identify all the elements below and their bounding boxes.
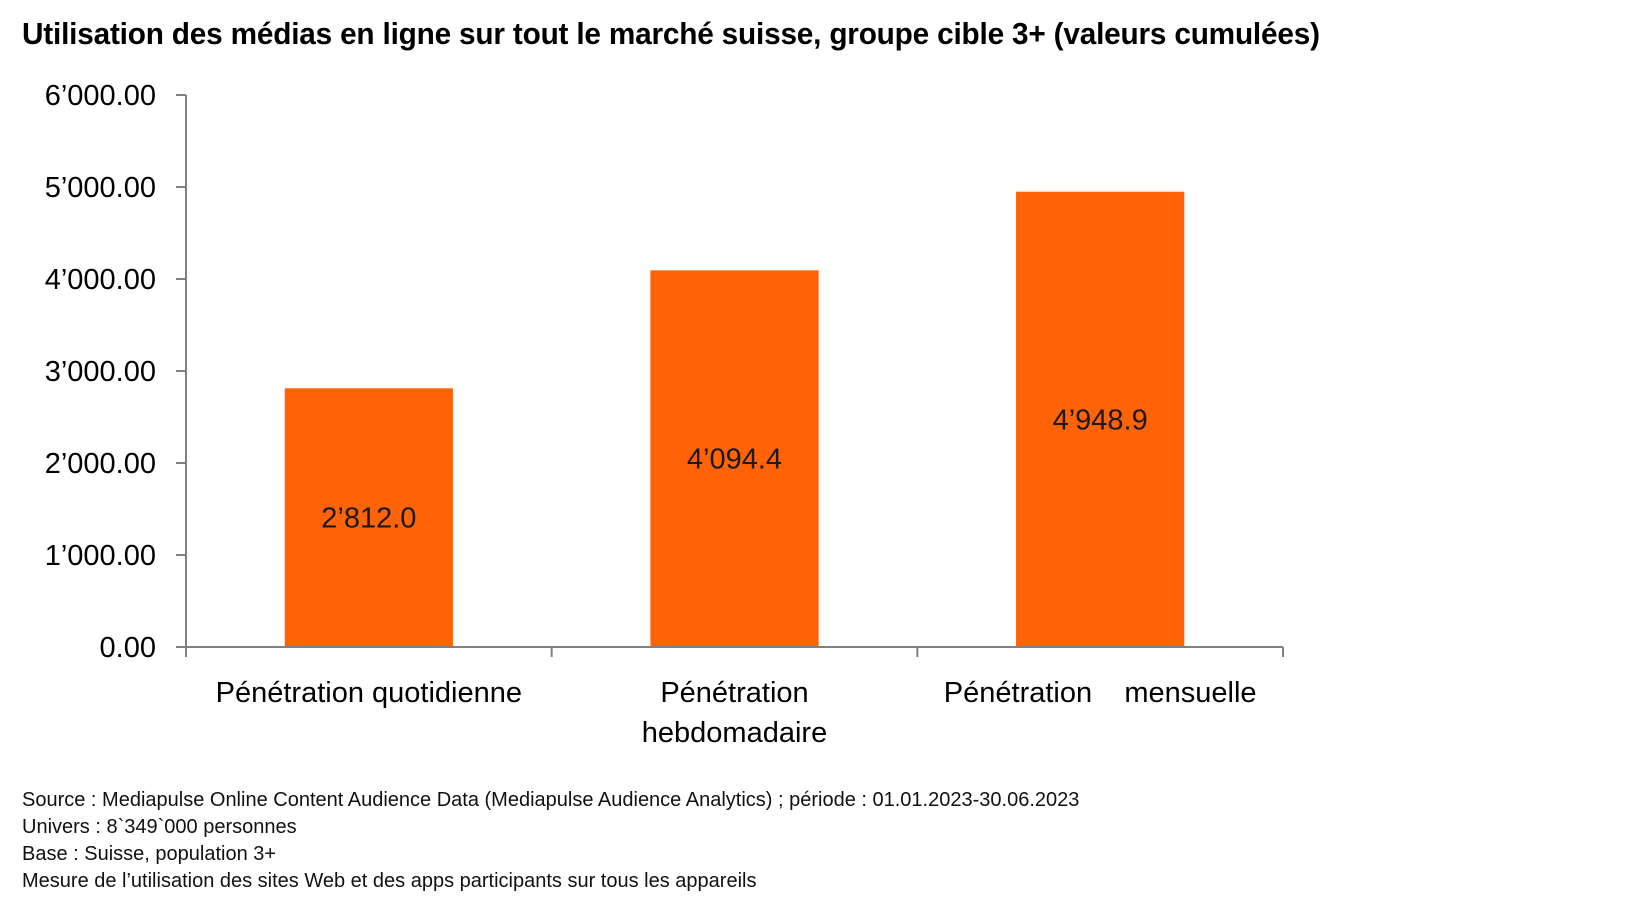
y-tick-label: 6’000.00 bbox=[45, 80, 156, 112]
y-axis-ticks: 0.00 1’000.00 2’000.00 3’000.00 4’000.00 5’00… bbox=[45, 80, 186, 664]
data-label: 2’812.0 bbox=[321, 503, 416, 535]
bar bbox=[284, 388, 453, 647]
y-tick-label: 3’000.00 bbox=[45, 356, 156, 388]
bar bbox=[650, 270, 819, 647]
y-tick-label: 4’000.00 bbox=[45, 264, 156, 296]
data-label: 4’094.4 bbox=[687, 444, 782, 476]
bars: 2’812.0 4’094.4 4’948.9 bbox=[284, 191, 1185, 647]
footer-base: Base : Suisse, population 3+ bbox=[22, 843, 277, 865]
y-tick-label: 0.00 bbox=[100, 632, 156, 664]
x-category-label: Pénétration mensuelle bbox=[944, 677, 1257, 709]
x-category-label: hebdomadaire bbox=[642, 717, 827, 749]
bar bbox=[1016, 191, 1185, 647]
bar-chart: 0.00 1’000.00 2’000.00 3’000.00 4’000.00 5’00… bbox=[45, 80, 1284, 749]
axes bbox=[176, 95, 1284, 657]
x-axis-labels: Pénétration quotidienne Pénétration hebdom… bbox=[216, 677, 1257, 749]
y-tick-label: 2’000.00 bbox=[45, 448, 156, 480]
x-category-label: Pénétration bbox=[660, 677, 808, 709]
footer-source: Source : Mediapulse Online Content Audie… bbox=[22, 789, 1080, 811]
y-tick-label: 1’000.00 bbox=[45, 540, 156, 572]
chart-title: Utilisation des médias en ligne sur tout… bbox=[22, 16, 1320, 51]
footer-mesure: Mesure de l’utilisation des sites Web et… bbox=[22, 870, 757, 892]
x-category-label: Pénétration quotidienne bbox=[216, 677, 522, 709]
footer-univers: Univers : 8`349`000 personnes bbox=[22, 816, 297, 838]
y-tick-label: 5’000.00 bbox=[45, 172, 156, 204]
data-label: 4’948.9 bbox=[1053, 404, 1148, 436]
chart-footer: Source : Mediapulse Online Content Audie… bbox=[22, 787, 1079, 895]
